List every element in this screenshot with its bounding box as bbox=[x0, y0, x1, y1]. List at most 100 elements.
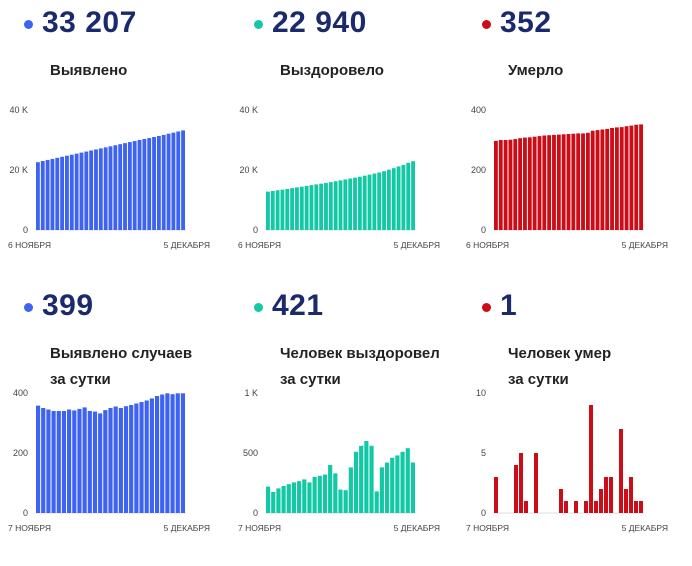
bar bbox=[46, 409, 51, 513]
y-tick-label: 40 K bbox=[9, 105, 28, 115]
headline-value: 352 bbox=[500, 6, 552, 39]
bar bbox=[614, 127, 619, 230]
bar bbox=[98, 148, 103, 230]
bar bbox=[92, 411, 98, 513]
bar bbox=[285, 188, 290, 230]
bar bbox=[324, 182, 328, 230]
bar bbox=[624, 489, 628, 513]
bar bbox=[348, 467, 353, 513]
bar bbox=[134, 403, 139, 513]
bar bbox=[353, 177, 357, 230]
bar bbox=[60, 156, 65, 230]
bar bbox=[271, 492, 276, 513]
bar bbox=[291, 482, 297, 513]
y-tick-label: 20 K bbox=[9, 165, 28, 175]
metric-label: Выявлено bbox=[50, 58, 127, 84]
bar bbox=[137, 140, 142, 230]
bar bbox=[82, 407, 87, 513]
panel-total-cases: 33 207 Выявлено 0 20 K 40 K 6 НОЯБРЯ 5 ДЕКАБРЯ bbox=[8, 0, 236, 283]
bar bbox=[129, 405, 134, 513]
legend-dot-icon bbox=[254, 302, 263, 312]
headline-value: 33 207 bbox=[42, 6, 137, 39]
bar bbox=[297, 481, 302, 513]
bar bbox=[494, 140, 498, 230]
bar bbox=[302, 479, 307, 513]
bar bbox=[369, 445, 374, 513]
bar bbox=[367, 174, 372, 230]
panel-daily-recovered: 421 Человек выздоровел за сутки 0 500 1 K 7 НО… bbox=[238, 283, 466, 566]
bar bbox=[276, 488, 281, 513]
bar bbox=[338, 489, 343, 513]
bar bbox=[139, 402, 144, 513]
y-tick-label: 400 bbox=[471, 105, 486, 115]
bar bbox=[113, 145, 118, 230]
bar bbox=[585, 132, 590, 230]
bar bbox=[343, 179, 348, 230]
bar bbox=[165, 393, 170, 513]
bar bbox=[103, 147, 108, 230]
bar bbox=[154, 396, 160, 513]
bar bbox=[599, 489, 603, 513]
bar bbox=[513, 139, 518, 230]
y-tick-label: 0 bbox=[23, 508, 28, 518]
x-tick-label-end: 5 ДЕКАБРЯ bbox=[164, 240, 210, 250]
bar bbox=[270, 191, 275, 230]
bar bbox=[266, 486, 271, 513]
bar bbox=[295, 187, 299, 230]
bar bbox=[391, 168, 396, 230]
bar bbox=[556, 134, 561, 230]
bar bbox=[566, 134, 571, 230]
bar bbox=[286, 484, 291, 513]
metric-label: Выявлено случаев за сутки bbox=[50, 341, 192, 393]
bar-chart: 0 5 10 7 НОЯБРЯ 5 ДЕКАБРЯ bbox=[466, 388, 668, 533]
legend-dot-icon bbox=[482, 302, 491, 312]
bar bbox=[74, 153, 79, 230]
bar bbox=[594, 501, 598, 513]
bar bbox=[328, 182, 333, 230]
bar bbox=[118, 144, 123, 230]
bar bbox=[307, 482, 312, 513]
bar bbox=[132, 141, 137, 230]
bar bbox=[333, 473, 338, 513]
headline-value: 22 940 bbox=[272, 6, 367, 39]
bar bbox=[144, 400, 149, 513]
y-tick-label: 40 K bbox=[239, 105, 258, 115]
bar bbox=[386, 169, 391, 230]
y-tick-label: 0 bbox=[253, 225, 258, 235]
bar bbox=[589, 405, 593, 513]
x-tick-label-end: 5 ДЕКАБРЯ bbox=[394, 240, 440, 250]
bar bbox=[166, 133, 171, 230]
bar bbox=[171, 132, 176, 230]
bar bbox=[576, 133, 581, 230]
bar bbox=[590, 130, 595, 230]
bar bbox=[574, 501, 578, 513]
metric-label-line: Выявлено bbox=[50, 62, 128, 79]
bar bbox=[87, 411, 92, 513]
bar bbox=[400, 451, 405, 513]
bar bbox=[609, 477, 613, 513]
bar bbox=[595, 130, 600, 230]
x-tick-label-start: 6 НОЯБРЯ bbox=[466, 240, 509, 250]
bar bbox=[69, 154, 74, 230]
bar bbox=[84, 151, 89, 230]
bar bbox=[410, 462, 415, 513]
bar bbox=[503, 140, 508, 230]
bar bbox=[610, 128, 614, 230]
bar bbox=[103, 410, 108, 513]
bar bbox=[322, 474, 328, 513]
y-tick-label: 10 bbox=[476, 388, 486, 398]
bar bbox=[319, 183, 324, 230]
bar bbox=[65, 155, 69, 230]
y-tick-label: 5 bbox=[481, 448, 486, 458]
bar-chart: 0 200 400 6 НОЯБРЯ 5 ДЕКАБРЯ bbox=[466, 105, 668, 250]
bar bbox=[333, 181, 338, 230]
bar bbox=[605, 128, 610, 230]
bar bbox=[160, 394, 165, 513]
bar bbox=[314, 184, 319, 230]
headline-value: 421 bbox=[272, 289, 324, 322]
bar bbox=[639, 501, 643, 513]
bar bbox=[161, 134, 166, 230]
bar bbox=[542, 135, 547, 230]
bar bbox=[564, 501, 568, 513]
